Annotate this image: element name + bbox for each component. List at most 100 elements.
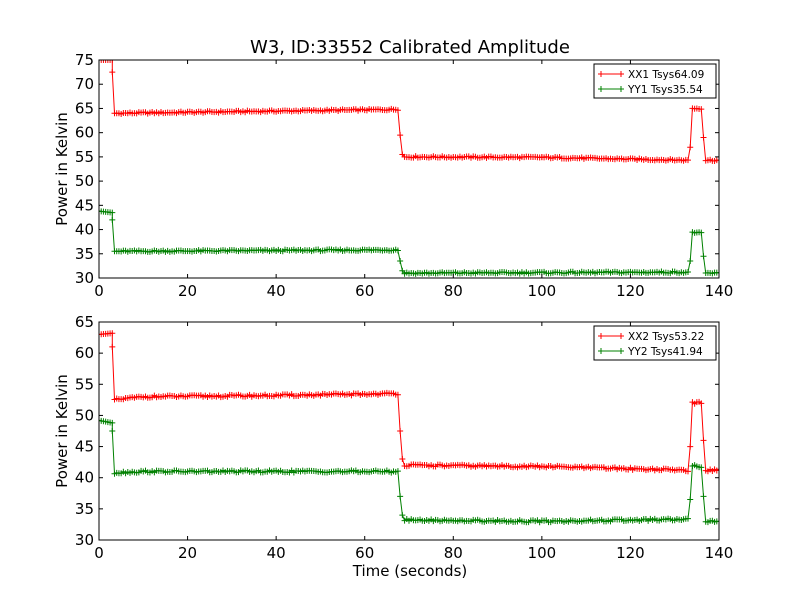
x-tick-label: 80 (444, 544, 463, 562)
data-point (394, 107, 401, 114)
data-point (109, 216, 116, 223)
data-point (397, 493, 404, 500)
x-tick-label: 140 (705, 282, 734, 300)
y-tick-label: 55 (75, 148, 94, 166)
y-tick-label: 55 (75, 375, 94, 393)
legend-entry-label: XX2 Tsys53.22 (628, 331, 704, 343)
data-point (109, 343, 116, 350)
legend-marker (618, 348, 624, 354)
legend-box (593, 63, 717, 99)
x-tick-label: 40 (267, 282, 286, 300)
x-tick-label: 20 (178, 544, 197, 562)
legend-marker (618, 86, 624, 92)
x-tick-label: 20 (178, 282, 197, 300)
y-tick-label: 35 (75, 500, 94, 518)
legend-marker (618, 333, 624, 339)
data-point (109, 428, 116, 434)
data-point (716, 518, 719, 525)
y-axis-label: Power in Kelvin (53, 374, 71, 488)
x-tick-label: 60 (355, 282, 374, 300)
subplot-1: 0 20 40 60 80 100 120 140 30 35 40 45 50 55 60 65 70 75 Po… (53, 51, 733, 300)
y-tick-label: 50 (75, 172, 94, 190)
x-tick-label: 0 (94, 544, 104, 562)
data-point (716, 157, 719, 164)
data-point (397, 132, 404, 139)
y-tick-label: 75 (75, 51, 94, 69)
data-point (394, 468, 401, 475)
y-tick-label: 50 (75, 406, 94, 424)
data-point (698, 464, 705, 471)
y-tick-label: 40 (75, 221, 94, 239)
data-point (399, 456, 406, 463)
data-point (700, 493, 707, 500)
data-point (716, 269, 719, 276)
data-point (716, 466, 719, 473)
data-point (685, 157, 691, 164)
legend-marker (618, 71, 624, 77)
data-point (700, 134, 707, 141)
data-point (104, 60, 111, 63)
data-point (685, 468, 691, 475)
x-tick-label: 80 (444, 282, 463, 300)
x-tick-label: 100 (528, 544, 557, 562)
data-point (698, 400, 705, 407)
data-point (700, 253, 707, 260)
data-point (394, 247, 401, 254)
data-point (685, 269, 691, 276)
y-tick-label: 45 (75, 438, 94, 456)
series-1 (99, 330, 719, 475)
y-tick-label: 30 (75, 531, 94, 549)
data-point (109, 69, 116, 76)
y-tick-label: 30 (75, 269, 94, 287)
legend-marker (598, 71, 604, 77)
data-point (109, 60, 116, 63)
data-point (99, 60, 105, 63)
legend: XX2 Tsys53.22 YY2 Tsys41.94 (593, 325, 717, 361)
data-point (394, 391, 401, 398)
legend-entry-label: YY2 Tsys41.94 (627, 346, 703, 358)
x-tick-label: 120 (616, 282, 645, 300)
data-point (107, 60, 114, 63)
x-tick-label: 120 (616, 544, 645, 562)
x-axis-label: Time (seconds) (352, 562, 468, 580)
subplot-2: 0 20 40 60 80 100 120 140 30 35 40 45 50 55 60 65 Power … (53, 313, 733, 562)
data-point (397, 258, 404, 265)
legend-box (593, 325, 717, 361)
data-point (687, 496, 694, 503)
series-2 (99, 417, 719, 526)
data-point (100, 60, 107, 63)
y-tick-label: 60 (75, 344, 94, 362)
y-axis-label: Power in Kelvin (53, 112, 71, 226)
legend-entry-label: XX1 Tsys64.09 (628, 69, 704, 81)
plots-group: 0 20 40 60 80 100 120 140 30 35 40 45 50 55 60 65 70 75 Po… (53, 51, 733, 562)
plot-frame (98, 321, 720, 541)
y-tick-label: 60 (75, 124, 94, 142)
data-point (700, 437, 707, 444)
x-tick-label: 140 (705, 544, 734, 562)
y-tick-label: 70 (75, 75, 94, 93)
series-group (99, 330, 719, 526)
legend-marker (598, 333, 604, 339)
data-point (698, 106, 705, 113)
series-group (99, 60, 719, 277)
x-tick-label: 0 (94, 282, 104, 300)
data-point (687, 258, 694, 265)
plot-frame (98, 59, 720, 279)
y-tick-label: 65 (75, 99, 94, 117)
data-point (698, 229, 705, 236)
y-tick-label: 40 (75, 469, 94, 487)
data-point (109, 419, 116, 426)
data-point (109, 330, 116, 337)
data-point (399, 512, 406, 519)
x-tick-label: 40 (267, 544, 286, 562)
data-point (687, 144, 694, 151)
legend: XX1 Tsys64.09 YY1 Tsys35.54 (593, 63, 717, 99)
data-point (109, 209, 116, 216)
legend-marker (598, 348, 604, 354)
x-tick-label: 100 (528, 282, 557, 300)
data-point (397, 428, 404, 434)
y-tick-label: 65 (75, 313, 94, 331)
data-point (102, 60, 109, 63)
